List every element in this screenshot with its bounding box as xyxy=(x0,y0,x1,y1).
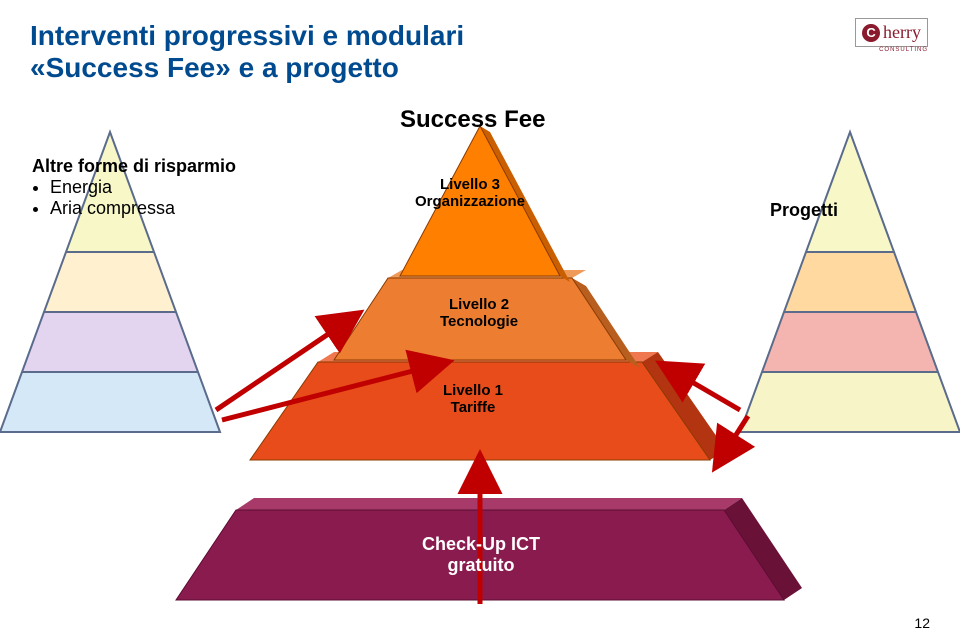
left-notes: Altre forme di risparmio EnergiaAria com… xyxy=(32,156,236,219)
base-label: Check-Up ICTgratuito xyxy=(422,534,540,575)
left-notes-item: Energia xyxy=(50,177,236,198)
level-label: Livello 1Tariffe xyxy=(443,382,503,417)
level-label: Livello 3Organizzazione xyxy=(415,176,525,211)
left-notes-title: Altre forme di risparmio xyxy=(32,156,236,177)
left-notes-item: Aria compressa xyxy=(50,198,236,219)
projects-label: Progetti xyxy=(770,200,838,221)
level-label: Livello 2Tecnologie xyxy=(440,296,518,331)
success-fee-heading: Success Fee xyxy=(400,106,545,134)
page-number: 12 xyxy=(914,615,930,631)
